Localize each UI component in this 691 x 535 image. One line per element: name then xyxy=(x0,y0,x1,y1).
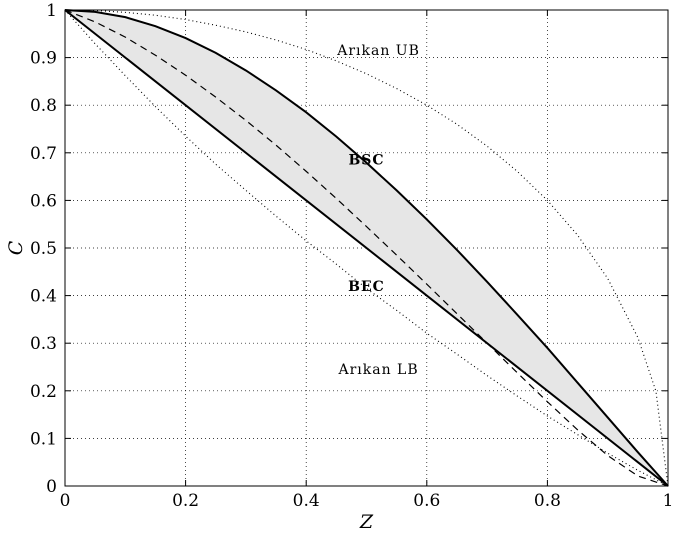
x-tick-label: 0.2 xyxy=(172,491,199,511)
x-tick-label: 0.4 xyxy=(293,491,320,511)
x-axis-label: Z xyxy=(359,511,374,533)
x-tick-label: 0.8 xyxy=(534,491,561,511)
annotations-layer: Arıkan UB BSC BEC Arıkan LB xyxy=(336,43,420,378)
y-tick-label: 0.4 xyxy=(30,287,57,307)
x-tick-label: 0 xyxy=(60,491,71,511)
y-tick-label: 0 xyxy=(46,477,57,497)
y-tick-label: 0.3 xyxy=(30,334,57,354)
series-bsc-line xyxy=(64,9,669,487)
series-ar-kan-lb-line xyxy=(64,9,669,487)
x-tick-label: 1 xyxy=(663,491,674,511)
annotation-label: Arıkan UB xyxy=(336,43,420,59)
annotation-label: BEC xyxy=(348,279,385,295)
annotation-label: BSC xyxy=(348,153,384,169)
y-tick-label: 0.9 xyxy=(30,49,57,69)
y-tick-label: 0.7 xyxy=(30,144,57,164)
y-tick-label: 0.8 xyxy=(30,96,57,116)
series-dashed-line xyxy=(64,9,669,487)
ticks-layer: 0 0.2 0.4 0.6 0.8 1 0 0.1 0.2 0.3 0.4 0.5 0.6 0.7 0.8 0… xyxy=(30,1,673,511)
series-layer xyxy=(64,9,669,487)
y-tick-label: 0.6 xyxy=(30,191,57,211)
y-tick-label: 0.1 xyxy=(30,429,57,449)
y-tick-label: 1 xyxy=(46,1,57,21)
y-axis-label: C xyxy=(5,240,27,255)
x-tick-label: 0.6 xyxy=(413,491,440,511)
annotation-label: Arıkan LB xyxy=(337,362,418,378)
y-tick-label: 0.5 xyxy=(30,239,57,259)
series-bec-line xyxy=(64,9,669,487)
y-tick-label: 0.2 xyxy=(30,382,57,402)
